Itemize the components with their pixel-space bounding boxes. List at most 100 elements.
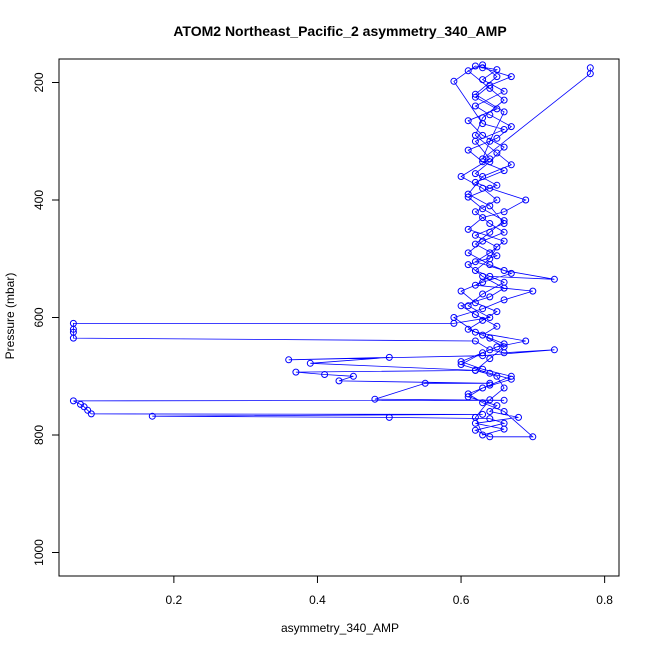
data-point: [493, 149, 501, 157]
data-point: [529, 433, 537, 441]
data-point: [479, 173, 487, 180]
data-point: [500, 340, 508, 348]
data-point: [500, 343, 508, 351]
data-point: [471, 170, 479, 178]
data-point: [493, 343, 501, 351]
data-point: [486, 408, 494, 415]
data-point: [550, 346, 558, 354]
data-point: [457, 302, 465, 310]
data-point: [471, 311, 479, 319]
data-point: [486, 355, 494, 363]
data-point: [464, 393, 472, 401]
data-point: [77, 400, 84, 408]
data-point: [500, 208, 508, 216]
data-point: [479, 237, 487, 245]
data-point: [486, 81, 494, 89]
x-tick-label: 0.8: [596, 593, 613, 607]
data-point: [479, 76, 487, 84]
data-point: [464, 390, 472, 398]
data-point: [69, 334, 77, 342]
data-point: [464, 325, 472, 333]
data-point: [500, 108, 508, 116]
data-point: [479, 155, 487, 163]
data-point: [471, 281, 479, 289]
data-point: [522, 337, 530, 345]
data-point: [507, 375, 515, 383]
data-point: [493, 196, 501, 204]
data-point: [493, 105, 501, 113]
data-point: [486, 272, 494, 280]
data-point: [500, 267, 508, 274]
data-point: [464, 190, 472, 198]
data-point: [493, 322, 501, 330]
data-point: [385, 413, 393, 421]
data-point: [479, 205, 487, 213]
data-point: [69, 397, 77, 405]
y-tick-label: 400: [32, 190, 46, 210]
data-point: [87, 410, 95, 418]
data-point: [464, 193, 472, 201]
data-point: [450, 314, 458, 321]
data-point: [479, 365, 487, 373]
data-point: [500, 396, 508, 404]
data-point: [550, 275, 558, 283]
data-point: [471, 178, 479, 186]
data-point: [486, 84, 494, 92]
chart-title: ATOM2 Northeast_Pacific_2 asymmetry_340_…: [173, 23, 506, 39]
data-point: [80, 403, 88, 411]
data-point: [479, 64, 487, 72]
data-point: [479, 316, 487, 324]
data-point: [148, 412, 156, 420]
data-point: [500, 143, 508, 151]
y-tick-label: 600: [32, 307, 46, 327]
data-point: [479, 290, 487, 298]
data-point: [486, 381, 494, 389]
data-point: [464, 67, 472, 75]
data-point: [471, 208, 479, 216]
data-point: [500, 425, 508, 433]
data-point: [464, 117, 472, 125]
y-axis-label: Pressure (mbar): [3, 273, 17, 360]
data-point: [493, 181, 501, 189]
y-axis: 200 400 600 800 1000: [32, 72, 59, 566]
data-point: [507, 73, 515, 81]
data-point: [349, 372, 357, 380]
data-point: [464, 146, 472, 154]
data-point: [493, 73, 501, 81]
data-point: [493, 402, 501, 410]
data-point: [486, 346, 494, 354]
data-point: [471, 413, 479, 421]
data-point: [586, 70, 594, 78]
data-point: [486, 396, 494, 404]
data-point: [306, 359, 314, 367]
data-point: [486, 202, 494, 210]
y-tick-label: 200: [32, 72, 46, 92]
data-point: [486, 184, 494, 192]
data-point: [471, 337, 479, 345]
data-point: [493, 372, 501, 380]
x-tick-label: 0.2: [166, 593, 183, 607]
data-point: [522, 196, 530, 204]
data-point: [471, 267, 479, 274]
data-point: [385, 353, 393, 361]
data-point: [479, 184, 487, 192]
x-tick-label: 0.6: [453, 593, 470, 607]
data-point: [457, 287, 465, 295]
x-axis-label: asymmetry_340_AMP: [281, 621, 399, 635]
y-tick-label: 800: [32, 425, 46, 445]
y-tick-label: 1000: [32, 539, 46, 566]
data-point: [450, 77, 458, 85]
data-point: [486, 415, 494, 423]
data-point: [371, 395, 379, 403]
data-point: [500, 217, 508, 225]
data-point: [500, 167, 508, 175]
data-point: [285, 356, 293, 364]
data-point: [479, 399, 487, 407]
data-point: [500, 408, 508, 415]
x-axis: 0.2 0.4 0.6 0.8: [166, 576, 613, 607]
data-point: [486, 249, 494, 257]
data-point: [507, 161, 515, 169]
data-point: [486, 137, 494, 145]
data-point: [471, 299, 479, 307]
